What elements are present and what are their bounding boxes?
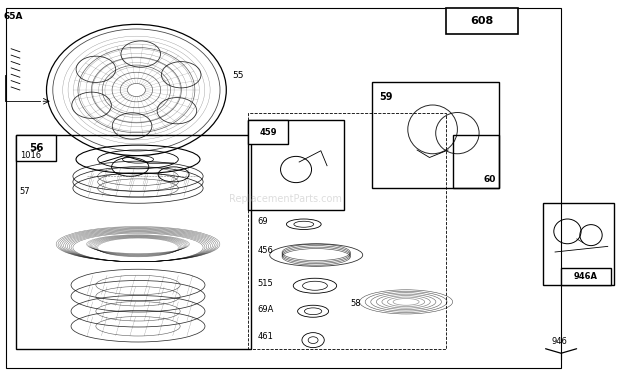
Bar [6,8,561,368]
Bar [248,112,446,349]
Bar [248,120,344,210]
Text: ReplacementParts.com: ReplacementParts.com [229,194,342,204]
Bar [561,268,611,285]
Text: 56: 56 [29,143,43,153]
Bar [542,202,614,285]
Text: 59: 59 [379,92,393,102]
Text: 1016: 1016 [20,151,41,160]
Text: 60: 60 [484,176,496,184]
Text: 55: 55 [232,70,244,80]
Text: 57: 57 [20,187,30,196]
Bar [453,135,499,188]
Text: 515: 515 [257,279,273,288]
Text: 58: 58 [350,298,361,307]
Bar [372,82,499,188]
Text: 461: 461 [257,332,273,341]
Text: 459: 459 [259,128,277,136]
Bar [16,135,56,161]
Text: 608: 608 [471,16,494,26]
Text: 69: 69 [257,217,268,226]
Text: 65A: 65A [3,12,22,21]
Bar [446,8,518,34]
Text: 946: 946 [552,338,568,346]
Bar [248,120,288,144]
Text: 456: 456 [257,246,273,255]
Bar [16,135,251,349]
Text: 946A: 946A [574,272,598,281]
Text: 69A: 69A [257,305,273,314]
